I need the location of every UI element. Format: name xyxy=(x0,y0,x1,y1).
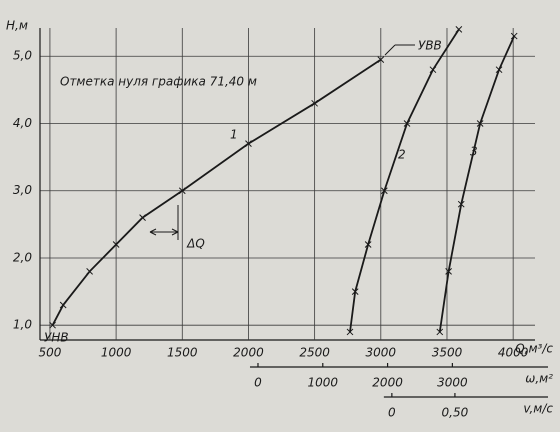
x-tick-label: 3500 xyxy=(432,346,463,360)
point xyxy=(49,321,56,329)
x-axis-label: v,м/с xyxy=(523,402,553,416)
point xyxy=(59,301,67,309)
curve-label: 1 xyxy=(230,128,238,142)
y-axis-label: H,м xyxy=(6,19,28,33)
point xyxy=(445,268,452,275)
x-tick-label: 500 xyxy=(38,346,61,360)
point xyxy=(455,25,463,33)
curve xyxy=(349,28,460,333)
point xyxy=(457,200,465,208)
x-tick-label: 1000 xyxy=(308,376,339,390)
point xyxy=(403,120,411,127)
x-tick-label: 2500 xyxy=(299,346,330,360)
point xyxy=(311,99,318,107)
y-tick-label: 1,0 xyxy=(13,318,32,332)
point xyxy=(476,120,484,127)
annotation: УВВ xyxy=(418,39,442,53)
x-tick-label: 0 xyxy=(388,406,396,420)
point xyxy=(495,66,503,74)
point xyxy=(86,268,93,275)
point xyxy=(139,214,146,221)
point xyxy=(380,187,388,195)
curve-label: 2 xyxy=(398,148,406,162)
y-tick-label: 3,0 xyxy=(13,183,32,197)
x-tick-label: 3000 xyxy=(366,346,397,360)
x-tick-label: 0 xyxy=(254,376,262,390)
point xyxy=(429,66,437,74)
y-tick-label: 4,0 xyxy=(13,116,32,130)
annotation: УНВ xyxy=(44,331,69,345)
point xyxy=(436,328,444,336)
annotation-arrow xyxy=(149,205,179,240)
y-tick-label: 2,0 xyxy=(13,250,32,264)
point xyxy=(178,187,186,195)
point xyxy=(377,56,385,63)
point xyxy=(245,140,252,148)
x-tick-label: 0,50 xyxy=(442,406,469,420)
x-tick-label: 1000 xyxy=(101,346,132,360)
annotation-arrow xyxy=(384,44,415,56)
curve xyxy=(438,35,516,333)
y-tick-label: 5,0 xyxy=(13,49,32,63)
annotation: Отметка нуля графика 71,40 м xyxy=(60,75,257,89)
x-axis-label: ω,м² xyxy=(525,372,553,386)
x-tick-label: 4000 xyxy=(498,346,529,360)
x-tick-label: 1500 xyxy=(167,346,198,360)
curve-label: 3 xyxy=(470,145,478,159)
curve xyxy=(51,58,382,326)
x-tick-label: 2000 xyxy=(372,376,403,390)
point xyxy=(346,328,354,336)
point xyxy=(351,288,359,295)
x-tick-label: 2000 xyxy=(233,346,264,360)
point xyxy=(510,32,518,40)
annotation: ΔQ xyxy=(186,237,205,251)
point xyxy=(112,241,120,248)
x-tick-label: 3000 xyxy=(437,376,468,390)
x-axis-label: Q,м³/с xyxy=(515,342,553,356)
point xyxy=(364,241,372,248)
